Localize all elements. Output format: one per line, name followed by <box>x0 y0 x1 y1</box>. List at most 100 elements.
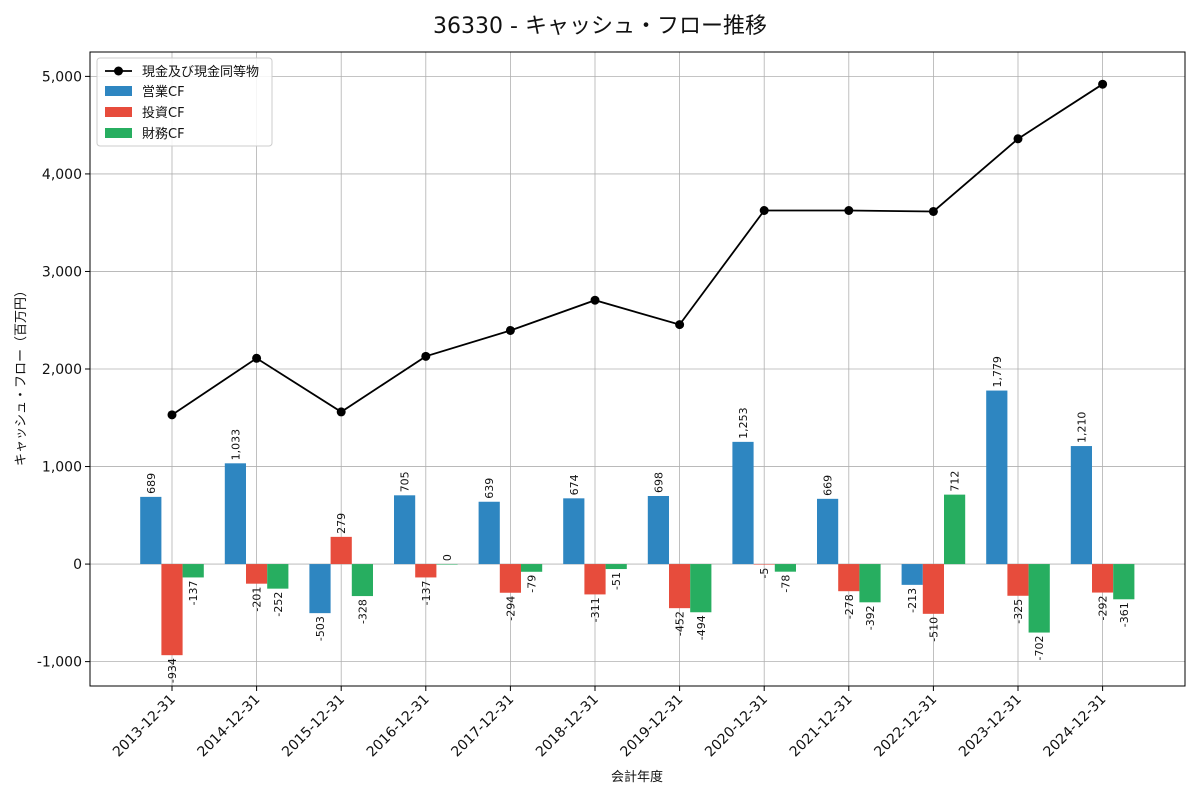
x-tick-label: 2023-12-31 <box>956 692 1025 761</box>
cash-point <box>1098 79 1108 89</box>
bar-value-label: -137 <box>187 580 200 605</box>
bar-value-label: -292 <box>1097 596 1110 621</box>
cash-point <box>759 206 769 215</box>
bar-value-label: -137 <box>420 580 433 605</box>
x-tick-label: 2018-12-31 <box>533 692 602 761</box>
bar <box>922 564 944 614</box>
x-tick-label: 2014-12-31 <box>195 692 264 761</box>
bar-value-label: 669 <box>822 475 835 496</box>
x-axis-label: 会計年度 <box>611 769 663 785</box>
bar <box>1113 564 1135 600</box>
bar-value-label: 1,210 <box>1075 412 1088 444</box>
x-tick-label: 2015-12-31 <box>279 692 348 761</box>
y-tick-label: 1,000 <box>42 460 82 476</box>
bar-value-label: -934 <box>166 658 179 683</box>
bar <box>140 496 162 565</box>
bar <box>859 564 881 603</box>
bar-labels-layer: 689 1,033 -503 705 639 674 698 1,253 669 -213 1,77… <box>145 356 1131 683</box>
y-ticks-layer: -1,000 0 1,000 2,000 3,000 4,000 5,000 <box>37 69 90 671</box>
bar-value-label: -392 <box>864 605 877 630</box>
bar-value-label: -325 <box>1012 599 1025 624</box>
legend-swatch <box>105 107 132 117</box>
x-tick-label: 2019-12-31 <box>618 692 687 761</box>
legend-swatch <box>105 128 132 138</box>
x-tick-label: 2024-12-31 <box>1041 692 1110 761</box>
bar-value-label: -494 <box>695 615 708 640</box>
cash-point <box>844 206 854 215</box>
bar-value-label: -213 <box>906 588 919 613</box>
bar-value-label: -278 <box>843 594 856 619</box>
bar <box>986 390 1008 565</box>
cash-point <box>167 410 177 420</box>
cash-point <box>336 407 346 417</box>
legend-line-marker <box>114 66 123 76</box>
bar-value-label: -503 <box>314 616 327 641</box>
legend-box <box>96 57 273 147</box>
cash-point <box>252 353 262 363</box>
bar <box>394 495 416 565</box>
bar-value-label: -79 <box>526 575 539 593</box>
bar <box>330 536 352 565</box>
bar <box>563 498 585 565</box>
bar-value-label: 674 <box>568 474 581 495</box>
bar <box>415 564 437 578</box>
chart-title: 36330 - キャッシュ・フロー推移 <box>433 14 767 39</box>
bar-value-label: 689 <box>145 473 158 494</box>
bar <box>647 495 669 565</box>
bar <box>436 564 458 565</box>
legend-label: 営業CF <box>142 84 185 100</box>
bar <box>753 564 775 565</box>
bar-value-label: 1,033 <box>229 429 242 461</box>
bar-value-label: 698 <box>652 472 665 493</box>
bar <box>478 501 500 565</box>
bars-layer <box>140 390 1135 656</box>
cash-point <box>675 320 685 330</box>
bar-value-label: 0 <box>441 554 454 561</box>
bar <box>351 564 373 597</box>
legend-swatch <box>105 86 132 96</box>
x-tick-label: 2017-12-31 <box>448 692 517 761</box>
bar <box>1070 446 1092 565</box>
bar <box>224 463 246 565</box>
bar-value-label: -201 <box>251 587 264 612</box>
bar-value-label: 1,253 <box>737 407 750 439</box>
x-tick-label: 2021-12-31 <box>787 692 856 761</box>
bar <box>817 498 839 565</box>
cash-point <box>928 206 938 216</box>
bar <box>1007 564 1029 596</box>
bar <box>732 441 754 565</box>
bar-value-label: -311 <box>589 597 602 622</box>
bar <box>1092 564 1114 593</box>
cash-point <box>505 325 515 335</box>
bar-value-label: -294 <box>504 596 517 621</box>
bar <box>267 564 289 589</box>
bar-value-label: 639 <box>483 478 496 499</box>
y-axis-label: キャッシュ・フロー（百万円） <box>14 284 29 466</box>
bar-value-label: 712 <box>949 471 962 492</box>
line-layer <box>167 79 1108 420</box>
bar <box>521 564 543 572</box>
bar-value-label: -361 <box>1118 602 1131 627</box>
bar-value-label: -452 <box>674 611 687 636</box>
bar-value-label: 705 <box>399 471 412 492</box>
legend-label: 現金及び現金同等物 <box>142 64 259 80</box>
cash-point <box>421 351 431 361</box>
bar <box>605 564 627 570</box>
y-tick-label: 5,000 <box>42 69 82 85</box>
y-tick-label: 3,000 <box>42 264 82 280</box>
bar-value-label: 1,779 <box>991 356 1004 388</box>
bar-value-label: -328 <box>356 599 369 624</box>
bar <box>669 564 691 609</box>
bar <box>838 564 860 592</box>
bar-value-label: -5 <box>758 568 771 579</box>
x-tick-label: 2013-12-31 <box>110 692 179 761</box>
bar <box>246 564 268 584</box>
y-tick-label: 0 <box>73 557 82 573</box>
bar-value-label: -78 <box>779 575 792 593</box>
bar <box>584 564 606 595</box>
y-tick-label: -1,000 <box>37 655 82 671</box>
bar-value-label: -252 <box>272 592 285 617</box>
